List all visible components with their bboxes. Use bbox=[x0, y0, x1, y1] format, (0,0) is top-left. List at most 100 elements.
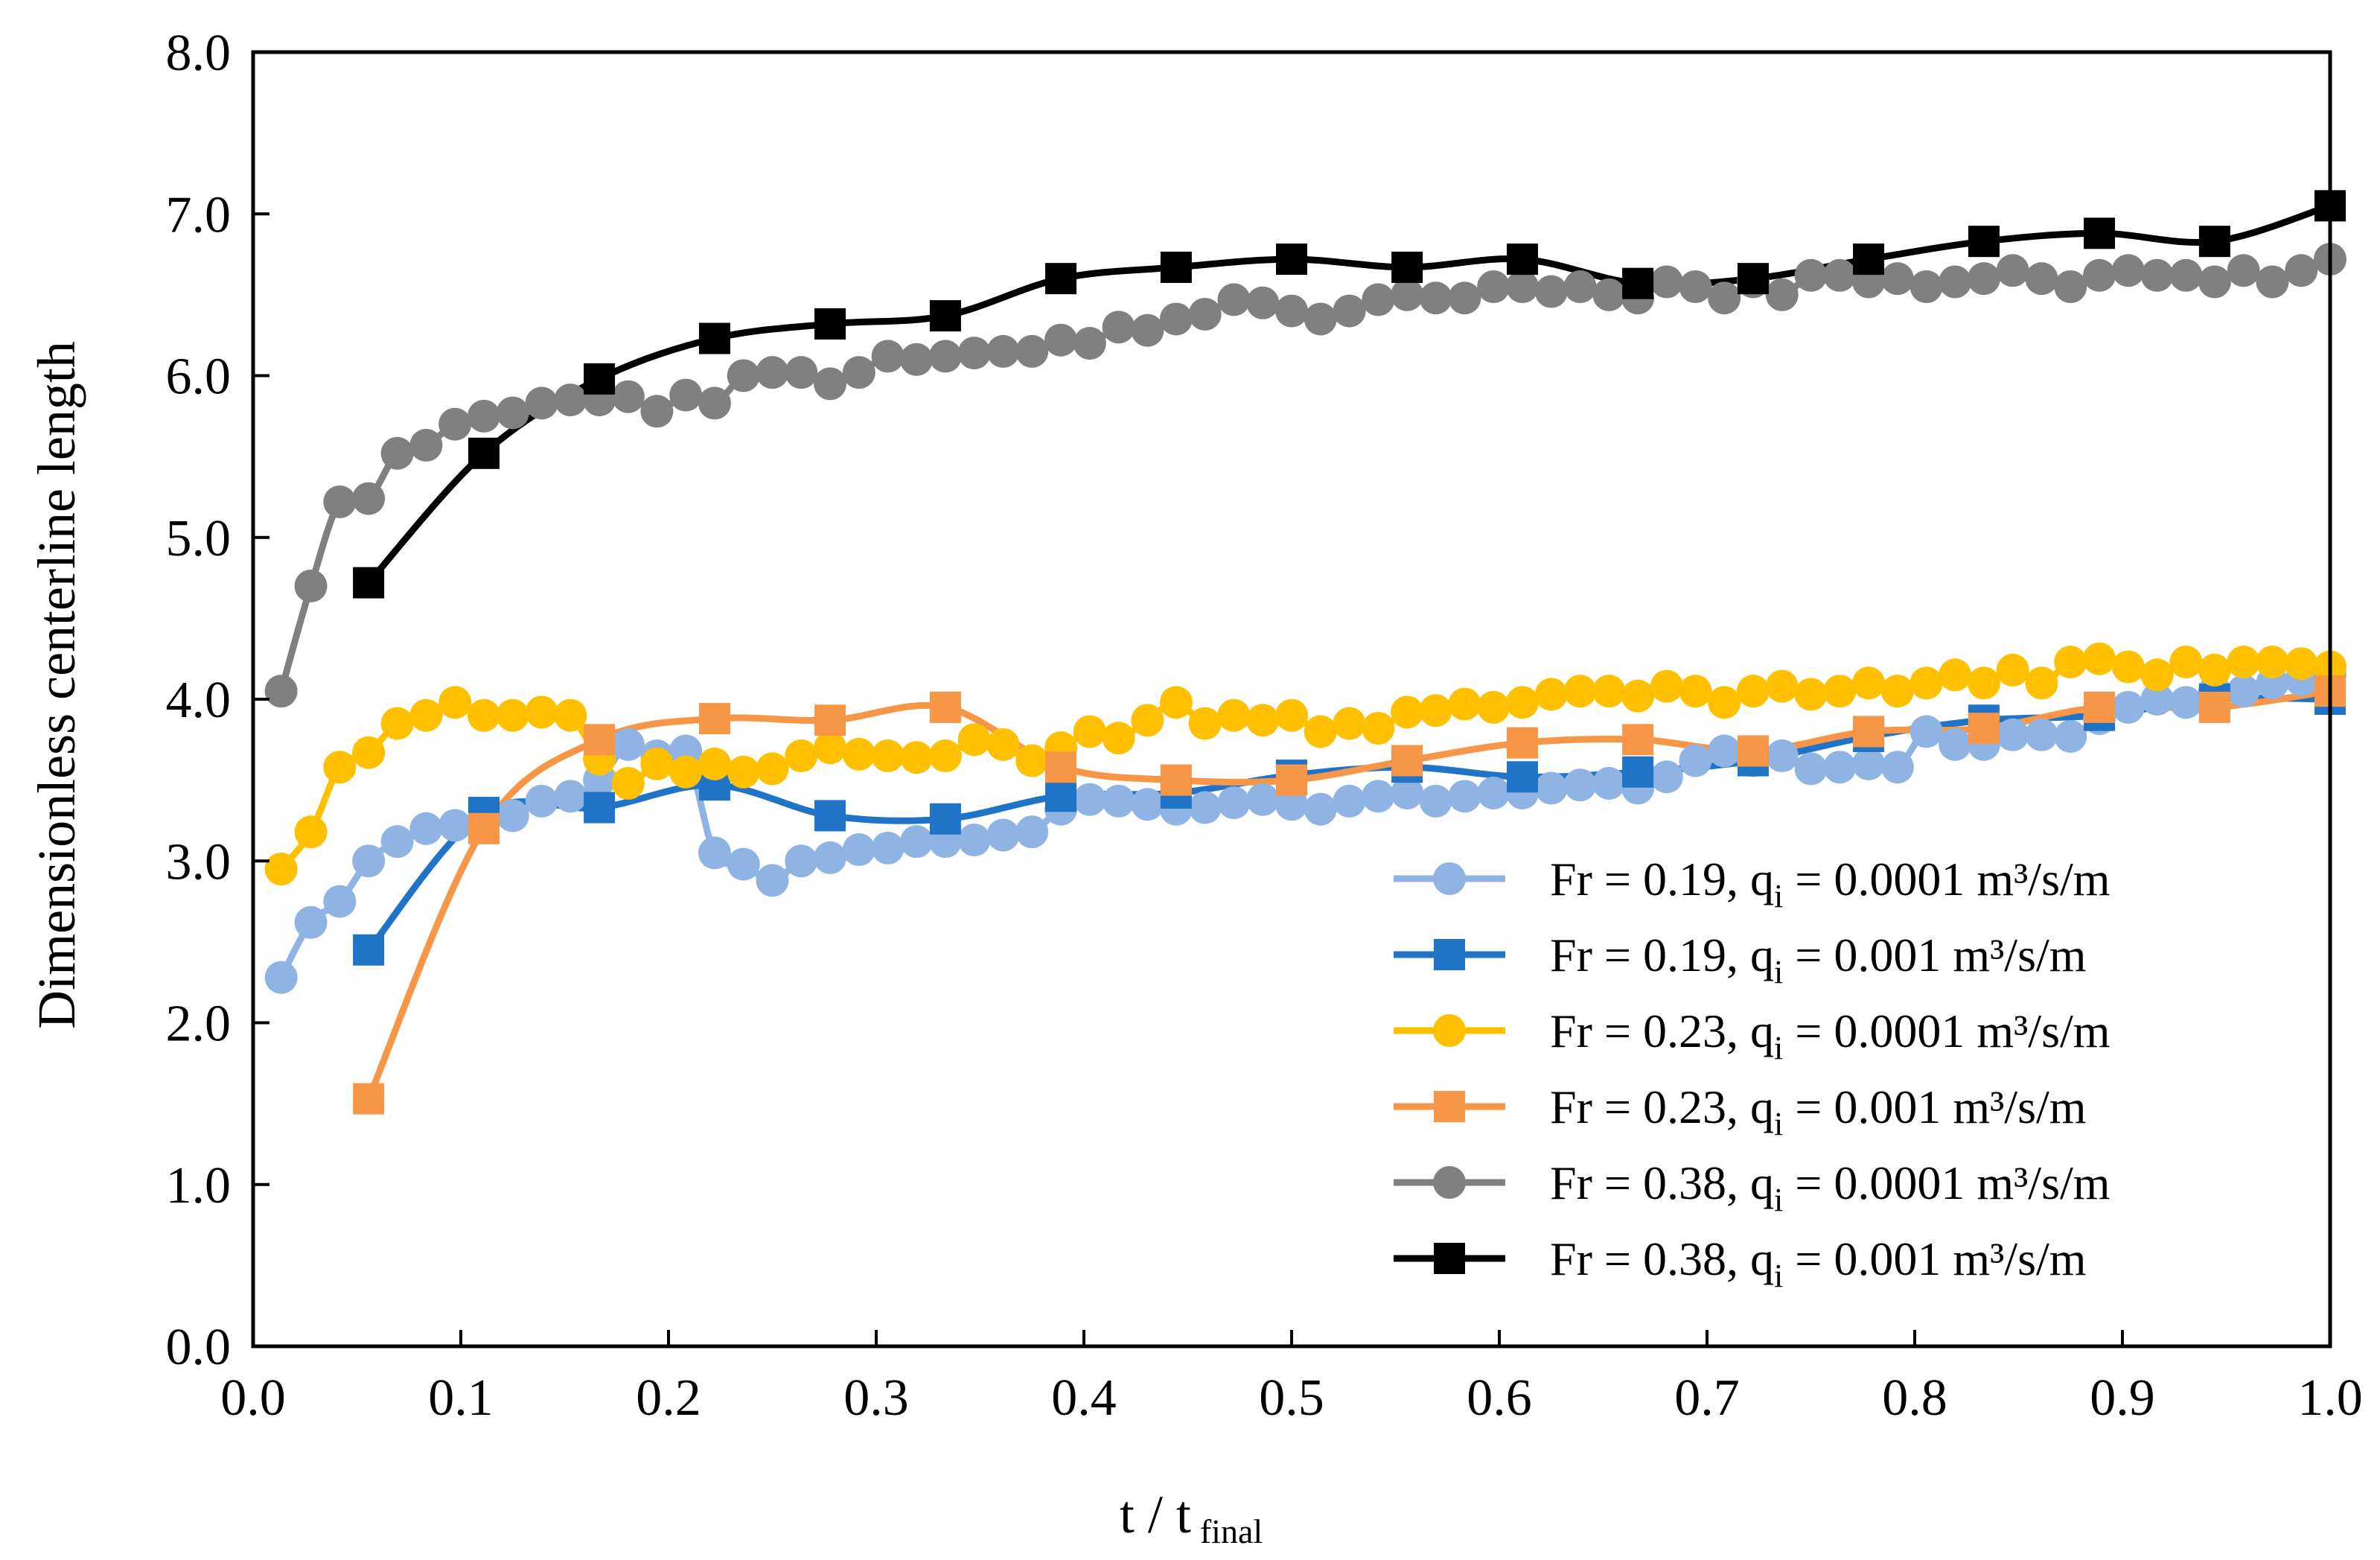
data-point bbox=[1188, 791, 1222, 824]
data-point bbox=[1765, 669, 1799, 703]
legend-entry: Fr = 0.23, qi = 0.0001 m³/s/m bbox=[1394, 1005, 2111, 1066]
data-point bbox=[1967, 666, 2000, 700]
data-point bbox=[2083, 258, 2116, 292]
legend-marker bbox=[1434, 939, 1465, 970]
data-point bbox=[1275, 698, 1308, 732]
data-point bbox=[353, 567, 385, 599]
x-tick-label: 0.0 bbox=[220, 1369, 286, 1427]
data-point bbox=[1506, 727, 1538, 759]
data-point bbox=[1563, 675, 1597, 708]
data-point bbox=[438, 686, 472, 719]
data-point bbox=[1131, 788, 1164, 821]
legend-entry: Fr = 0.19, qi = 0.001 m³/s/m bbox=[1394, 929, 2087, 990]
data-point bbox=[1448, 687, 1481, 721]
data-point bbox=[1276, 764, 1307, 796]
data-point bbox=[467, 399, 500, 433]
data-point bbox=[1592, 278, 1626, 311]
data-point bbox=[323, 751, 357, 784]
data-point bbox=[900, 825, 934, 859]
data-point bbox=[1563, 270, 1597, 304]
data-point bbox=[1708, 281, 1741, 315]
data-point bbox=[986, 334, 1020, 368]
data-point bbox=[1880, 751, 1914, 784]
legend-label-suffix: = 0.001 m³/s/m bbox=[1783, 929, 2086, 981]
data-point bbox=[669, 755, 703, 789]
data-point bbox=[842, 737, 875, 771]
data-point bbox=[814, 308, 846, 340]
data-point bbox=[1910, 715, 1943, 748]
y-tick-label: 6.0 bbox=[166, 348, 232, 406]
data-point bbox=[1506, 243, 1538, 276]
data-point bbox=[294, 815, 328, 849]
data-point bbox=[1794, 678, 1828, 711]
data-point bbox=[380, 825, 414, 859]
data-point bbox=[727, 755, 760, 789]
data-point bbox=[1967, 262, 2000, 296]
x-tick-label: 1.0 bbox=[2297, 1369, 2363, 1427]
y-tick-label: 1.0 bbox=[166, 1157, 232, 1214]
data-point bbox=[264, 961, 298, 994]
data-point bbox=[525, 386, 558, 420]
legend-label-prefix: Fr = 0.38, q bbox=[1550, 1232, 1774, 1285]
data-point bbox=[1015, 334, 1049, 368]
data-point bbox=[1880, 262, 1914, 296]
data-point bbox=[957, 723, 991, 757]
data-point bbox=[1276, 243, 1307, 276]
legend-label-suffix: = 0.0001 m³/s/m bbox=[1783, 1005, 2110, 1057]
legend-label-prefix: Fr = 0.19, q bbox=[1550, 929, 1774, 981]
data-point bbox=[842, 833, 875, 867]
data-point bbox=[929, 300, 961, 332]
data-point bbox=[1188, 297, 1222, 331]
data-point bbox=[2227, 254, 2260, 287]
legend-label-sub: i bbox=[1774, 1182, 1783, 1218]
series-line-6 bbox=[366, 203, 2332, 585]
data-point bbox=[1304, 302, 1337, 336]
x-tick-label: 0.7 bbox=[1674, 1369, 1740, 1427]
data-point bbox=[380, 707, 414, 740]
data-point bbox=[294, 905, 328, 939]
data-point bbox=[2140, 683, 2174, 716]
data-point bbox=[698, 386, 731, 420]
data-point bbox=[1622, 267, 1654, 299]
data-point bbox=[1622, 724, 1654, 756]
data-point bbox=[1737, 263, 1769, 295]
data-point bbox=[1131, 704, 1164, 737]
data-point bbox=[1391, 278, 1424, 311]
data-point bbox=[2198, 653, 2231, 687]
legend-label-sub: i bbox=[1774, 954, 1783, 990]
data-point bbox=[1217, 283, 1251, 316]
data-point bbox=[814, 731, 847, 765]
data-point bbox=[2025, 718, 2058, 751]
legend-marker bbox=[1433, 862, 1466, 895]
data-point bbox=[785, 844, 818, 878]
x-tick-label: 0.8 bbox=[1882, 1369, 1947, 1427]
data-point bbox=[1910, 270, 1943, 304]
data-point bbox=[986, 818, 1020, 852]
legend-label-suffix: = 0.0001 m³/s/m bbox=[1783, 853, 2110, 905]
data-point bbox=[2111, 254, 2145, 287]
data-point bbox=[640, 395, 674, 428]
data-point bbox=[1275, 788, 1308, 821]
data-point bbox=[352, 844, 386, 878]
data-point bbox=[900, 741, 934, 774]
data-point bbox=[929, 691, 961, 723]
data-point bbox=[1592, 766, 1626, 800]
data-point bbox=[1534, 678, 1568, 711]
legend-label-suffix: = 0.001 m³/s/m bbox=[1783, 1232, 2086, 1285]
data-point bbox=[1246, 783, 1280, 816]
legend-label-sub: i bbox=[1774, 878, 1783, 914]
legend-label-suffix: = 0.001 m³/s/m bbox=[1783, 1080, 2086, 1133]
data-point bbox=[1708, 686, 1741, 719]
data-point bbox=[611, 766, 645, 800]
data-point bbox=[1506, 761, 1538, 793]
data-point bbox=[1534, 275, 1568, 308]
data-point bbox=[871, 340, 905, 373]
legend-entry: Fr = 0.38, qi = 0.0001 m³/s/m bbox=[1394, 1156, 2111, 1218]
data-point bbox=[1015, 744, 1049, 777]
data-point bbox=[438, 407, 472, 441]
data-point bbox=[698, 747, 731, 780]
data-point bbox=[2198, 226, 2230, 258]
data-point bbox=[1939, 728, 1972, 761]
x-tick-labels: 0.0 0.1 0.2 0.3 0.4 0.5 0.6 0.7 0.8 0.9 1.0 bbox=[220, 1369, 2363, 1427]
